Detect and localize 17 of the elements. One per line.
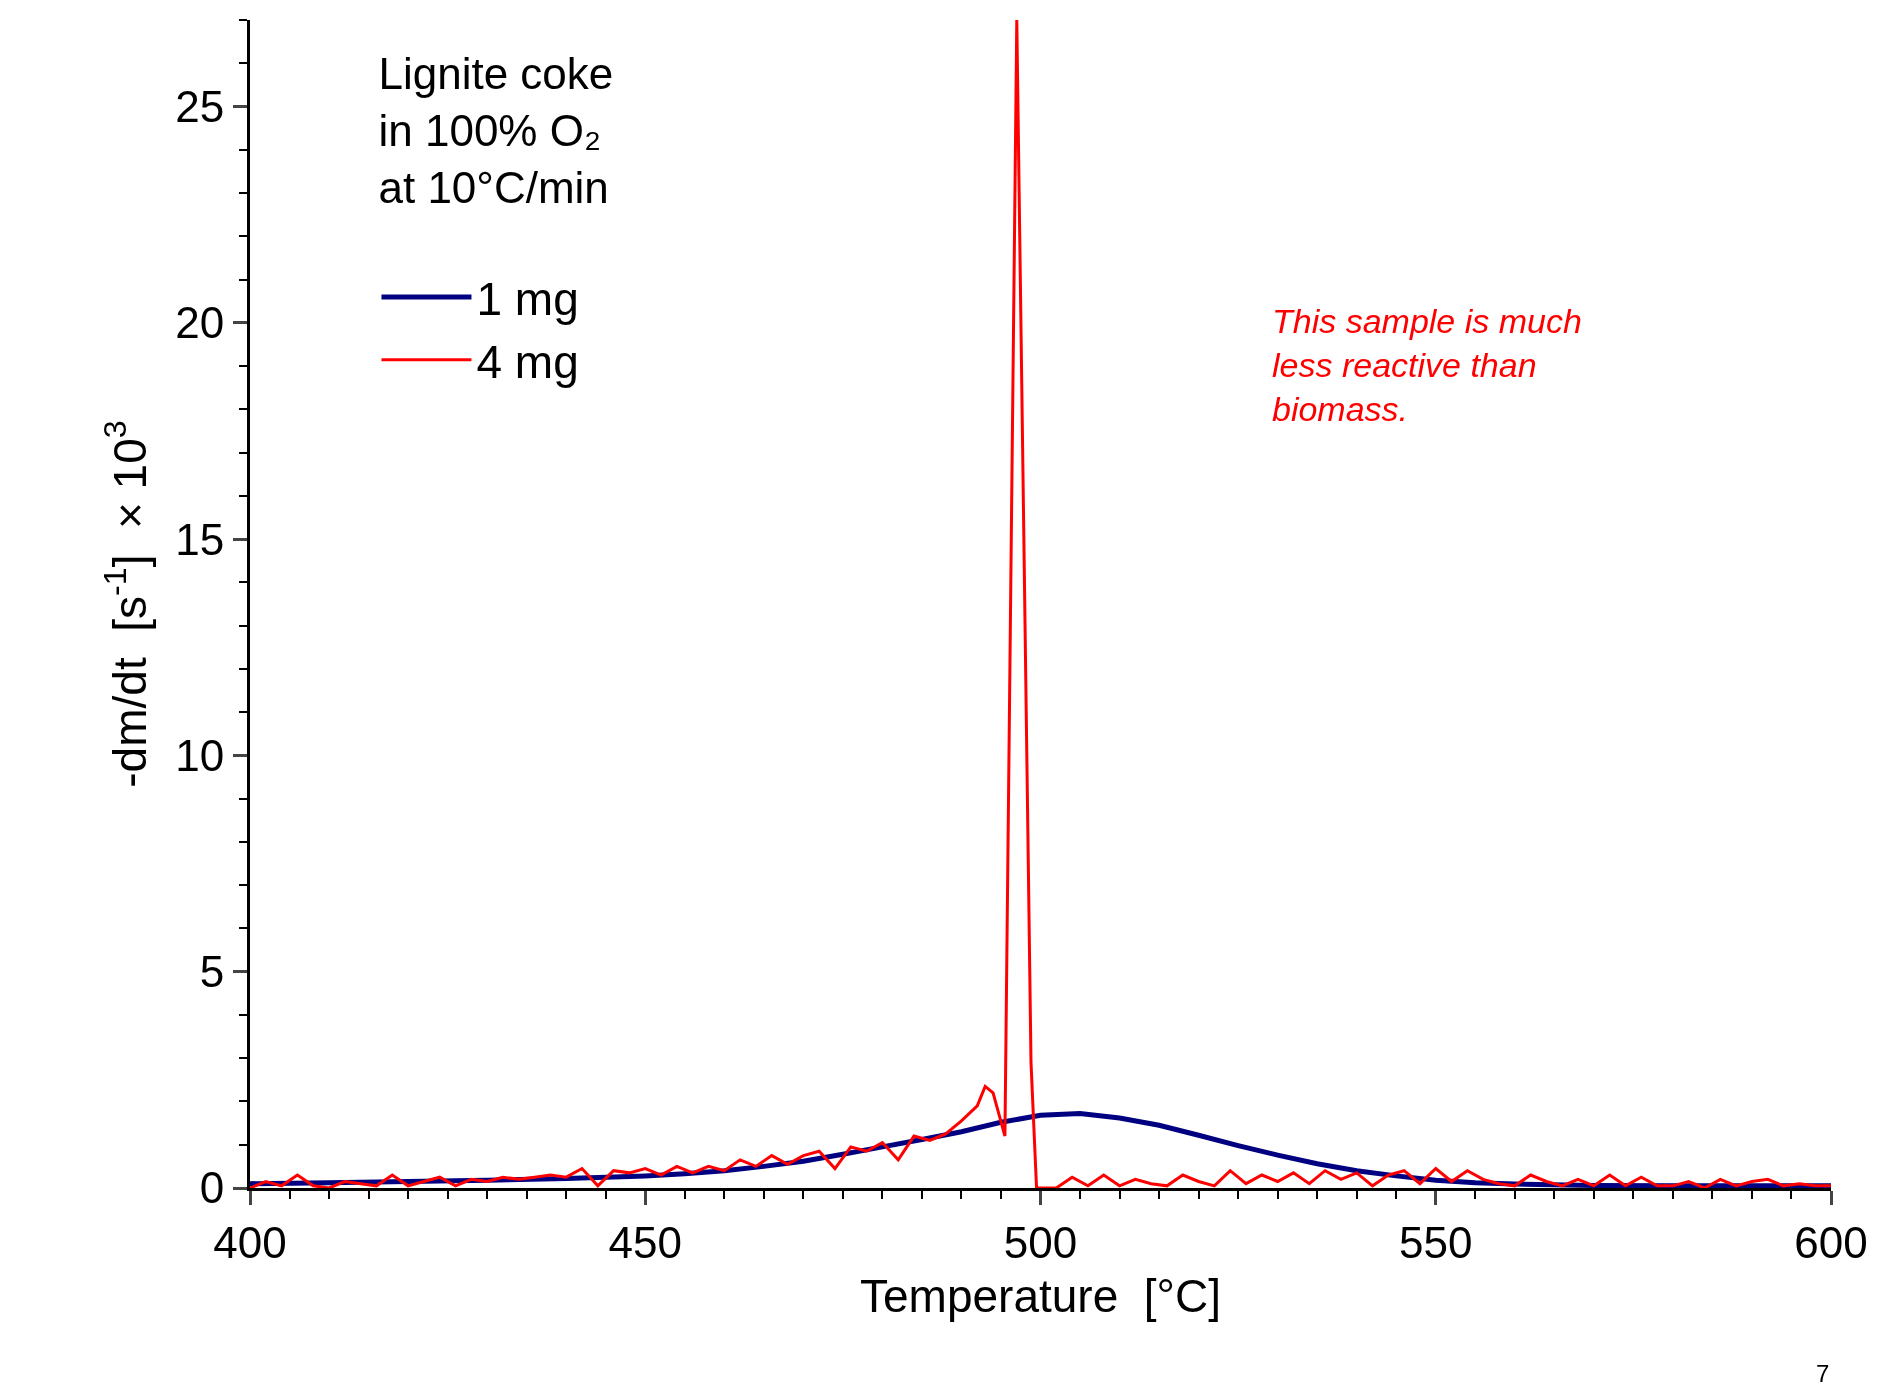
y-tick-label: 15 bbox=[175, 514, 225, 564]
text: 7 bbox=[1816, 1360, 1830, 1387]
legend-label: 4 mg bbox=[476, 335, 579, 388]
legend-label: 1 mg bbox=[476, 272, 579, 325]
y-tick-label: 10 bbox=[175, 730, 225, 780]
annotation: This sample is much less reactive than biomass. bbox=[1272, 302, 1582, 429]
x-tick-label: 400 bbox=[213, 1217, 287, 1267]
y-tick-label: 0 bbox=[199, 1163, 225, 1213]
y-tick-label: 5 bbox=[199, 947, 225, 997]
x-tick-label: 450 bbox=[608, 1217, 682, 1267]
y-tick-label: 20 bbox=[175, 298, 225, 348]
x-tick-label: 500 bbox=[1003, 1217, 1078, 1267]
legend-title: Lignite coke in 100% O₂ at 10°C/min bbox=[378, 48, 614, 213]
x-tick-label: 550 bbox=[1399, 1217, 1473, 1267]
y-tick-label: 25 bbox=[175, 81, 225, 131]
x-axis-title: Temperature [°C] bbox=[860, 1270, 1221, 1323]
x-tick-label: 600 bbox=[1794, 1217, 1868, 1267]
